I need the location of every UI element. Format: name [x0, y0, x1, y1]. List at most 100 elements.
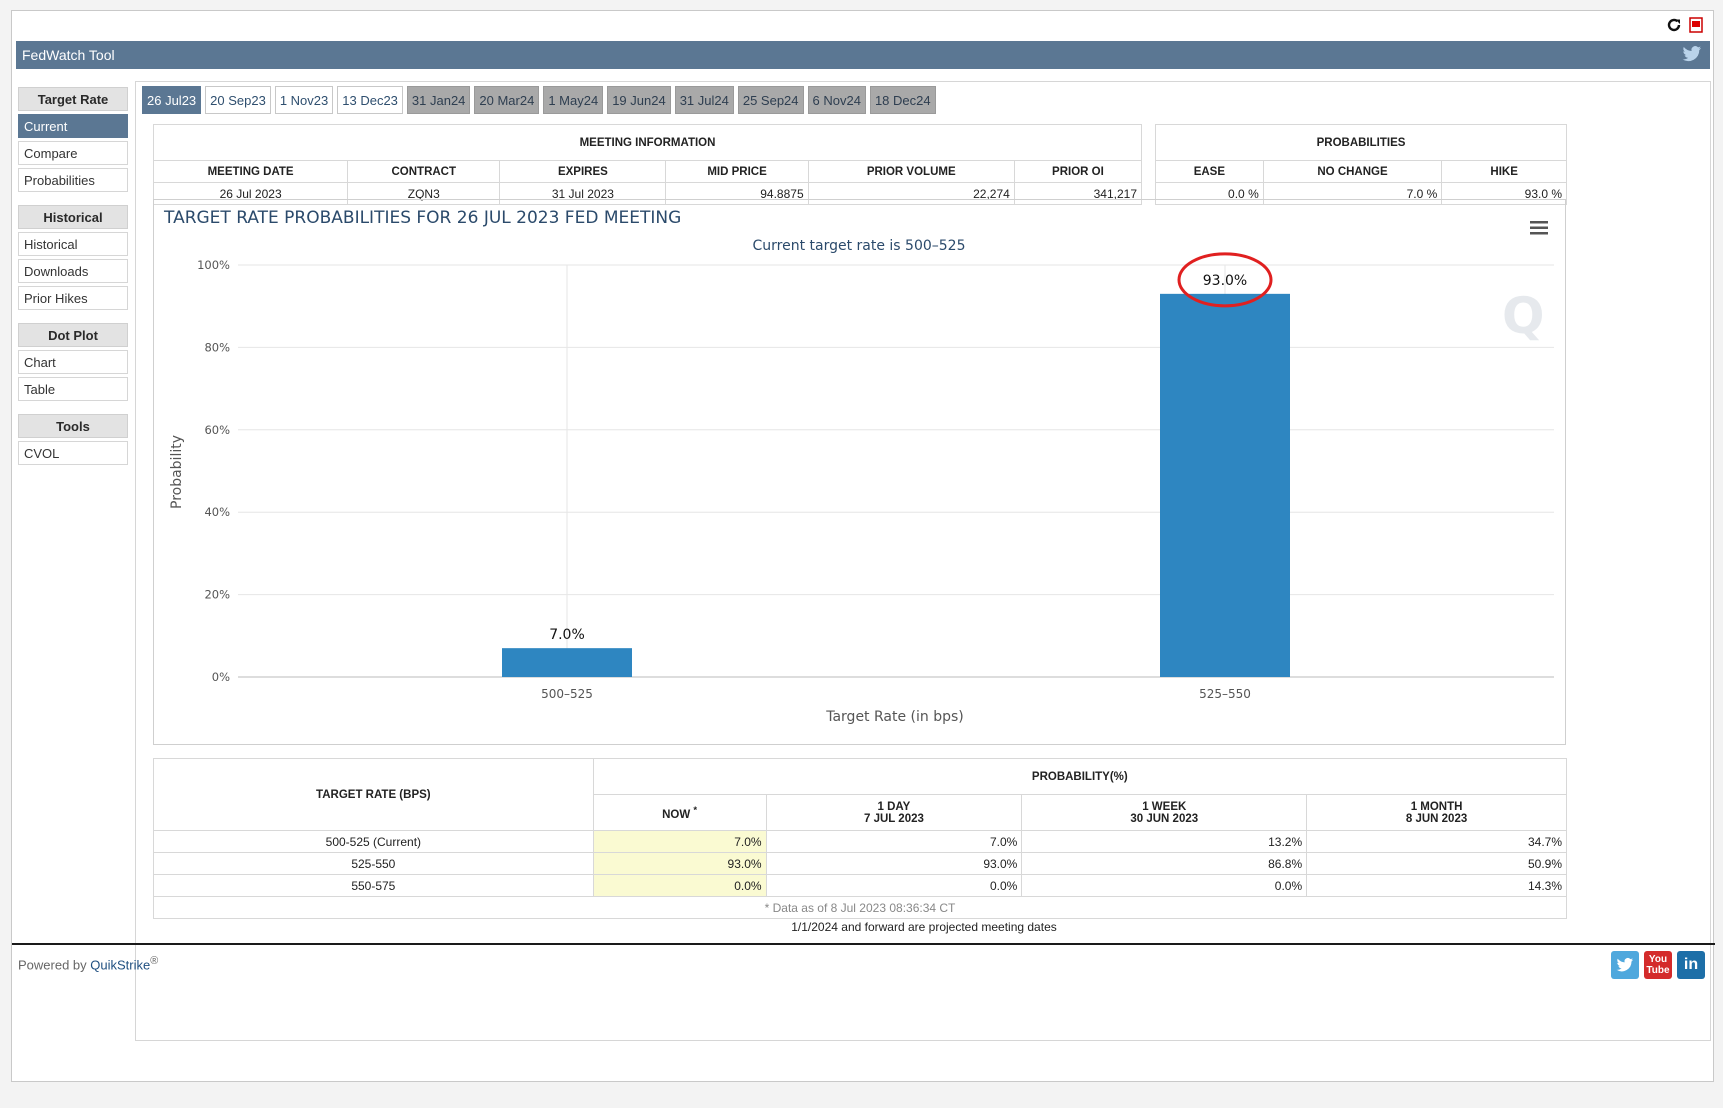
tab-1-may24[interactable]: 1 May24: [543, 86, 604, 114]
table-row: 550-575 0.0% 0.0% 0.0% 14.3%: [153, 874, 1567, 897]
meeting-tabs: 26 Jul23 20 Sep23 1 Nov23 13 Dec23 31 Ja…: [142, 86, 936, 114]
table-row: 525-550 93.0% 93.0% 86.8% 50.9%: [153, 852, 1567, 875]
one-week-cell: 13.2%: [1021, 830, 1308, 853]
quikstrike-watermark-icon: Q: [1502, 287, 1545, 345]
y-tick-label: 0%: [212, 670, 230, 684]
sidebar-item-downloads[interactable]: Downloads: [18, 259, 128, 283]
col-1-month-line2: 8 JUN 2023: [1405, 812, 1468, 825]
probability-table: TARGET RATE (BPS) PROBABILITY(%) NOW * 1…: [153, 758, 1568, 919]
one-day-cell: 0.0%: [765, 874, 1023, 897]
tab-6-nov24[interactable]: 6 Nov24: [807, 86, 866, 114]
y-axis-label: Probability: [169, 435, 185, 509]
bar-1[interactable]: [502, 648, 632, 677]
col-1-month-line1: 1 MONTH: [1410, 800, 1463, 813]
pdf-icon[interactable]: [1687, 16, 1705, 34]
sidebar-head-tools: Tools: [18, 414, 128, 438]
chart-menu-icon[interactable]: [1530, 221, 1548, 235]
annotation-circle: [1177, 252, 1273, 308]
probabilities-table: PROBABILITIES EASE NO CHANGE HIKE 0.0 % …: [1155, 124, 1567, 205]
meeting-info-table: MEETING INFORMATION MEETING DATE CONTRAC…: [152, 124, 1143, 205]
one-month-cell: 50.9%: [1306, 852, 1567, 875]
powered-by: Powered by QuikStrike®: [18, 955, 158, 972]
youtube-icon[interactable]: You Tube: [1644, 951, 1672, 979]
sidebar-item-current[interactable]: Current: [18, 114, 128, 138]
x-tick-label: 500–525: [541, 687, 593, 701]
col-hike: HIKE: [1441, 160, 1567, 183]
powered-by-label: Powered by: [18, 957, 87, 973]
now-cell: 0.0%: [592, 874, 767, 897]
col-1-day-line1: 1 DAY: [877, 800, 911, 813]
y-tick-label: 20%: [204, 588, 230, 602]
tab-18-dec24[interactable]: 18 Dec24: [869, 86, 936, 114]
one-month-cell: 34.7%: [1306, 830, 1567, 853]
one-week-cell: 0.0%: [1021, 874, 1308, 897]
sidebar: Target Rate Current Compare Probabilitie…: [18, 87, 128, 468]
tab-1-nov23[interactable]: 1 Nov23: [274, 86, 334, 114]
sidebar-item-probabilities[interactable]: Probabilities: [18, 168, 128, 192]
col-1-day-line2: 7 JUL 2023: [864, 812, 924, 825]
col-mid-price: MID PRICE: [665, 160, 809, 183]
rate-cell: 550-575: [153, 874, 594, 897]
app-title: FedWatch Tool: [22, 47, 115, 63]
title-bar: FedWatch Tool: [16, 41, 1710, 69]
tab-19-jun24[interactable]: 19 Jun24: [607, 86, 671, 114]
sidebar-item-table[interactable]: Table: [18, 377, 128, 401]
sidebar-head-historical: Historical: [18, 205, 128, 229]
data-label: 7.0%: [549, 627, 585, 643]
sidebar-item-historical[interactable]: Historical: [18, 232, 128, 256]
twitter-icon[interactable]: [1611, 951, 1639, 979]
chart-title: TARGET RATE PROBABILITIES FOR 26 JUL 202…: [163, 208, 681, 228]
registered-mark: ®: [150, 955, 159, 967]
data-footnote: * Data as of 8 Jul 2023 08:36:34 CT: [153, 896, 1567, 919]
col-no-change: NO CHANGE: [1262, 160, 1443, 183]
tab-13-dec23[interactable]: 13 Dec23: [337, 86, 403, 114]
one-day-cell: 93.0%: [765, 852, 1023, 875]
now-cell: 7.0%: [592, 830, 767, 853]
chart-svg: TARGET RATE PROBABILITIES FOR 26 JUL 202…: [163, 208, 1554, 725]
now-asterisk: *: [693, 804, 698, 816]
youtube-line2: Tube: [1646, 965, 1670, 976]
tab-20-mar24[interactable]: 20 Mar24: [474, 86, 540, 114]
rate-cell: 500-525 (Current): [153, 830, 594, 853]
social-links: You Tube in: [1611, 951, 1705, 979]
x-axis-label: Target Rate (in bps): [825, 709, 964, 725]
chart-subtitle: Current target rate is 500–525: [752, 238, 965, 254]
col-1-week-line2: 30 JUN 2023: [1130, 812, 1199, 825]
quikstrike-link[interactable]: QuikStrike: [90, 957, 151, 973]
tab-26-jul23[interactable]: 26 Jul23: [142, 86, 202, 114]
sidebar-item-prior-hikes[interactable]: Prior Hikes: [18, 286, 128, 310]
col-ease: EASE: [1155, 160, 1264, 183]
rate-cell: 525-550: [153, 852, 594, 875]
now-cell: 93.0%: [592, 852, 767, 875]
tab-20-sep23[interactable]: 20 Sep23: [205, 86, 271, 114]
tab-25-sep24[interactable]: 25 Sep24: [737, 86, 804, 114]
chart-container: TARGET RATE PROBABILITIES FOR 26 JUL 202…: [153, 199, 1566, 745]
col-expires: EXPIRES: [499, 160, 667, 183]
bar-2[interactable]: [1160, 293, 1290, 677]
twitter-icon[interactable]: [1682, 45, 1702, 65]
data-labels: 7.0% 93.0%: [549, 273, 1247, 643]
probability-group-header: PROBABILITY(%): [592, 758, 1568, 795]
linkedin-icon[interactable]: in: [1677, 951, 1705, 979]
sidebar-item-cvol[interactable]: CVOL: [18, 441, 128, 465]
tab-31-jan24[interactable]: 31 Jan24: [406, 86, 471, 114]
sidebar-head-dot-plot: Dot Plot: [18, 323, 128, 347]
svg-text:Q: Q: [1502, 287, 1545, 345]
col-now: NOW *: [592, 794, 767, 831]
sidebar-item-compare[interactable]: Compare: [18, 141, 128, 165]
youtube-line1: You: [1648, 954, 1668, 965]
tab-31-jul24[interactable]: 31 Jul24: [674, 86, 734, 114]
chart-bars: [502, 293, 1290, 677]
meeting-info-title: MEETING INFORMATION: [153, 124, 1142, 161]
table-row: 500-525 (Current) 7.0% 7.0% 13.2% 34.7%: [153, 830, 1567, 853]
col-1-week: 1 WEEK 30 JUN 2023: [1021, 794, 1308, 831]
app-frame: FedWatch Tool Target Rate Current Compar…: [11, 10, 1715, 1082]
sidebar-item-chart[interactable]: Chart: [18, 350, 128, 374]
refresh-icon[interactable]: [1665, 16, 1683, 34]
one-week-cell: 86.8%: [1021, 852, 1308, 875]
sidebar-head-target-rate: Target Rate: [18, 87, 128, 111]
col-target-rate: TARGET RATE (BPS): [153, 758, 594, 831]
now-label: NOW: [662, 808, 691, 821]
x-tick-labels: 500–525 525–550: [541, 687, 1251, 701]
col-1-month: 1 MONTH 8 JUN 2023: [1306, 794, 1567, 831]
